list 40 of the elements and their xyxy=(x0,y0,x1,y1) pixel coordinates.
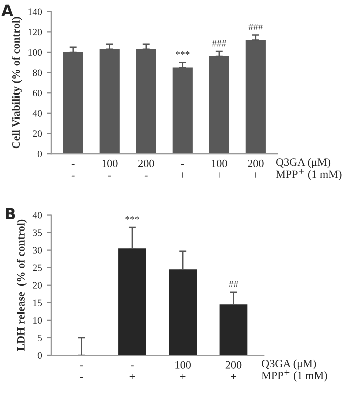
annotation: *** xyxy=(126,216,140,220)
chart-title: A xyxy=(2,4,14,16)
x-tick-label: - - xyxy=(80,366,84,378)
y-tick-label: 40 xyxy=(32,212,42,219)
text: Q3GA (μM) xyxy=(262,360,316,370)
x-tick-label: 200 + xyxy=(248,160,264,178)
x-tick-label: - + xyxy=(180,164,186,178)
annotation: ### xyxy=(212,40,227,47)
y-tick-label: 30 xyxy=(33,247,42,254)
x-tick-label: 200 - xyxy=(138,160,154,177)
y-axis-title: Cell Viability (% of control) xyxy=(12,17,22,149)
y-tick-label: 15 xyxy=(34,300,42,306)
y-tick-label: 60 xyxy=(33,90,42,97)
y-tick-label: 25 xyxy=(33,264,42,272)
y-tick-label: 35 xyxy=(33,230,42,236)
y-tick-label: 5 xyxy=(38,334,42,342)
y-tick-label: 100 xyxy=(28,49,42,56)
text: MPP$^{+}$ (1 mM) xyxy=(276,168,342,180)
x-tick-label: - - xyxy=(72,164,75,177)
y-tick-label: 20 xyxy=(33,130,42,138)
x-tick-label: - + xyxy=(130,366,136,380)
x-tick-label: 100 + xyxy=(212,160,228,178)
y-tick-label: 10 xyxy=(34,317,42,324)
annotation: ## xyxy=(229,281,238,288)
x-tick-label: 100 + xyxy=(176,361,192,380)
y-axis-title: LDH release (% of control) xyxy=(16,220,28,352)
y-tick-label: 120 xyxy=(28,29,42,36)
chart-title: B xyxy=(6,208,16,220)
x-tick-label: 100 - xyxy=(102,160,118,177)
y-tick-label: 140 xyxy=(28,8,42,16)
y-tick-label: 40 xyxy=(32,110,42,117)
text: Q3GA (μM) xyxy=(276,158,331,168)
annotation: *** xyxy=(176,51,190,55)
y-tick-label: 20 xyxy=(33,282,42,289)
y-tick-label: 0 xyxy=(38,352,42,359)
annotation: ### xyxy=(248,24,264,30)
y-tick-label: 0 xyxy=(38,150,42,158)
text: MPP$^{+}$ (1 mM) xyxy=(262,370,328,382)
y-tick-label: 80 xyxy=(33,70,42,76)
x-tick-label: 200 + xyxy=(226,361,242,380)
